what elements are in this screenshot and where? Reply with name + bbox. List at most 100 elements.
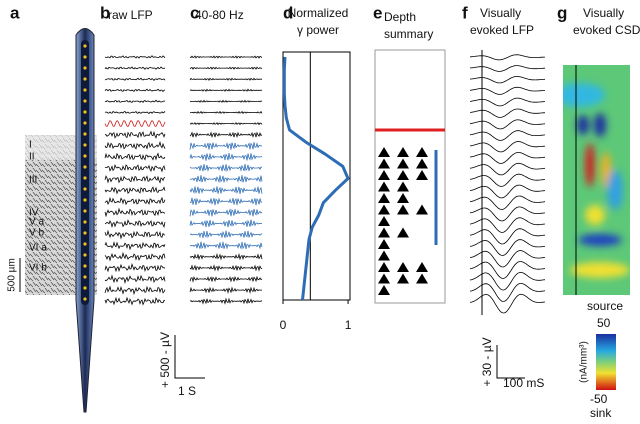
evoked-lfp-trace xyxy=(469,173,546,187)
probe-contact xyxy=(83,99,87,103)
gamma-trace xyxy=(189,66,263,70)
probe-contact xyxy=(83,231,87,235)
neuron-icon xyxy=(397,262,409,272)
gamma-trace xyxy=(189,175,263,184)
layer-label: V a xyxy=(29,217,44,228)
evoked-lfp-trace xyxy=(469,86,546,95)
raw-lfp-trace xyxy=(104,241,166,251)
neuron-icon xyxy=(378,262,390,272)
neuron-icon xyxy=(397,147,409,157)
gamma-trace xyxy=(189,164,263,173)
gamma-trace xyxy=(189,141,263,150)
evoked-lfp-trace xyxy=(469,195,546,210)
layer-label: IV xyxy=(29,208,39,219)
probe-contact xyxy=(83,165,87,169)
gamma-trace xyxy=(189,99,263,103)
raw-lfp-trace xyxy=(104,186,166,195)
evoked-lfp-trace xyxy=(469,75,546,84)
gamma-trace xyxy=(189,77,262,81)
probe-contact xyxy=(83,77,87,81)
gamma-trace xyxy=(189,153,263,161)
neuron-icon xyxy=(397,227,409,238)
layer-label: I xyxy=(29,140,32,151)
neuron-icon xyxy=(378,158,390,169)
layer-label: II xyxy=(29,152,35,163)
evoked-lfp-trace xyxy=(469,108,546,118)
evoked-lfp-trace xyxy=(469,162,546,176)
probe-contact xyxy=(83,55,87,59)
raw-lfp-trace xyxy=(104,175,166,184)
neuron-icon xyxy=(378,204,390,215)
evoked-lfp-trace xyxy=(469,141,546,153)
evoked-lfp-trace xyxy=(469,54,545,61)
colorbar-label: sink xyxy=(590,406,612,420)
panel-label: f xyxy=(462,3,468,22)
probe-contact xyxy=(83,286,87,290)
csd-blob xyxy=(607,170,623,210)
gamma-trace xyxy=(189,252,263,261)
evoked-lfp-trace xyxy=(469,206,546,222)
panel-label: g xyxy=(557,3,567,22)
panel-title: summary xyxy=(384,27,433,41)
csd-blob xyxy=(577,115,589,135)
panel-label: a xyxy=(10,3,20,22)
evoked-lfp-trace xyxy=(469,130,546,141)
colorbar-label: source xyxy=(587,299,623,313)
gamma-trace xyxy=(189,297,263,305)
neuron-icon xyxy=(378,273,390,284)
gamma-trace xyxy=(189,275,263,283)
probe-contact xyxy=(83,154,87,158)
raw-lfp-trace xyxy=(104,229,166,240)
scale-label: 1 S xyxy=(178,384,196,398)
evoked-lfp-trace xyxy=(469,293,546,314)
x-tick-label: 0 xyxy=(280,318,287,332)
csd-blob xyxy=(594,113,606,137)
evoked-lfp-trace xyxy=(469,119,546,130)
probe-contact xyxy=(83,132,87,136)
panel-title: Depth xyxy=(384,10,416,24)
probe-contact xyxy=(83,66,87,70)
raw-lfp-trace xyxy=(104,274,166,284)
evoked-lfp-trace xyxy=(469,184,546,199)
neuron-icon xyxy=(397,204,409,215)
raw-lfp-trace xyxy=(104,262,166,273)
probe-contact xyxy=(83,110,87,114)
probe-contact xyxy=(83,297,87,301)
evoked-lfp-trace xyxy=(469,283,546,302)
neuron-icon xyxy=(378,216,390,226)
scale-bar xyxy=(174,335,205,379)
evoked-lfp-trace xyxy=(469,97,545,107)
gamma-trace xyxy=(189,88,263,92)
neuron-icon xyxy=(416,204,428,215)
raw-lfp-trace xyxy=(104,152,166,161)
neuron-icon xyxy=(397,170,409,180)
neuron-icon xyxy=(378,170,390,180)
raw-lfp-trace xyxy=(104,66,166,70)
neuron-icon xyxy=(378,193,390,203)
content: a b c d e f g raw LFP 40-80 Hz Normalized γ power D… xyxy=(7,3,640,420)
gamma-trace xyxy=(189,110,263,115)
probe-contact xyxy=(83,209,87,213)
probe-contact xyxy=(83,275,87,279)
x-tick-label: 1 xyxy=(345,318,352,332)
panel-title: Visually xyxy=(480,6,521,20)
csd-blob xyxy=(570,262,630,278)
probe-contact xyxy=(83,253,87,257)
neuron-icon xyxy=(378,285,390,295)
neuron-icon xyxy=(378,147,390,157)
probe-contact xyxy=(83,88,87,92)
neuron-icon xyxy=(416,262,428,272)
evoked-lfp-trace xyxy=(469,239,546,256)
plot-frame xyxy=(282,51,351,301)
raw-lfp-trace xyxy=(104,77,166,82)
colorbar-label: 50 xyxy=(597,316,611,330)
raw-lfp-trace xyxy=(104,88,166,93)
probe-contact xyxy=(83,143,87,147)
csd-heatmap xyxy=(563,65,630,295)
probe-contact xyxy=(83,242,87,246)
raw-lfp-trace xyxy=(104,140,166,150)
gamma-trace xyxy=(189,131,263,139)
neuron-icon xyxy=(416,170,428,180)
probe-contact xyxy=(83,198,87,202)
raw-lfp-trace xyxy=(104,130,166,139)
